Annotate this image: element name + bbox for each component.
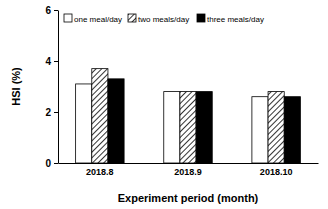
y-tick-mark <box>54 112 58 113</box>
bar <box>268 92 284 163</box>
legend-item: one meal/day <box>64 14 122 24</box>
x-axis: 2018.8 2018.9 2018.10 <box>59 163 319 177</box>
x-tick-label: 2018.9 <box>174 167 202 177</box>
legend-label: one meal/day <box>74 15 122 24</box>
y-tick-mark <box>54 163 58 164</box>
x-tick-label: 2018.10 <box>260 167 293 177</box>
y-tick-mark <box>54 61 58 62</box>
x-axis-line <box>59 163 319 164</box>
legend: one meal/day two meals/day three meals/day <box>64 14 264 24</box>
bar <box>284 97 300 163</box>
y-axis-title: HSI (%) <box>10 67 22 106</box>
bar <box>164 92 180 163</box>
legend-swatch <box>128 14 136 22</box>
chart: 0 2 4 6 2018.8 2018.9 2018.10 one meal/day two m… <box>0 0 328 209</box>
y-tick-mark <box>54 10 58 11</box>
legend-label: two meals/day <box>138 15 189 24</box>
y-tick-label: 4 <box>45 56 51 67</box>
bar <box>196 92 212 163</box>
y-tick-label: 0 <box>45 158 51 169</box>
x-tick: 2018.10 <box>260 163 293 177</box>
y-tick: 4 <box>45 56 58 67</box>
bar <box>76 84 92 163</box>
legend-swatch <box>64 14 72 22</box>
y-tick-label: 2 <box>45 107 51 118</box>
x-axis-title: Experiment period (month) <box>118 192 259 204</box>
bar <box>108 79 124 163</box>
bar <box>180 92 196 163</box>
legend-label: three meals/day <box>207 15 264 24</box>
legend-item: three meals/day <box>197 14 264 24</box>
y-tick: 0 <box>45 158 58 169</box>
bars <box>76 69 301 163</box>
y-axis-line <box>58 11 59 164</box>
y-tick-label: 6 <box>45 5 51 16</box>
y-axis: 0 2 4 6 <box>45 5 58 169</box>
bar <box>252 97 268 163</box>
x-tick: 2018.9 <box>174 163 202 177</box>
legend-swatch <box>197 14 205 22</box>
legend-item: two meals/day <box>128 14 189 24</box>
x-tick-label: 2018.8 <box>86 167 114 177</box>
plot: 0 2 4 6 2018.8 2018.9 2018.10 one meal/day two m… <box>45 5 318 178</box>
x-tick: 2018.8 <box>86 163 114 177</box>
bar <box>92 69 108 163</box>
y-tick: 2 <box>45 107 58 118</box>
y-tick: 6 <box>45 5 58 16</box>
